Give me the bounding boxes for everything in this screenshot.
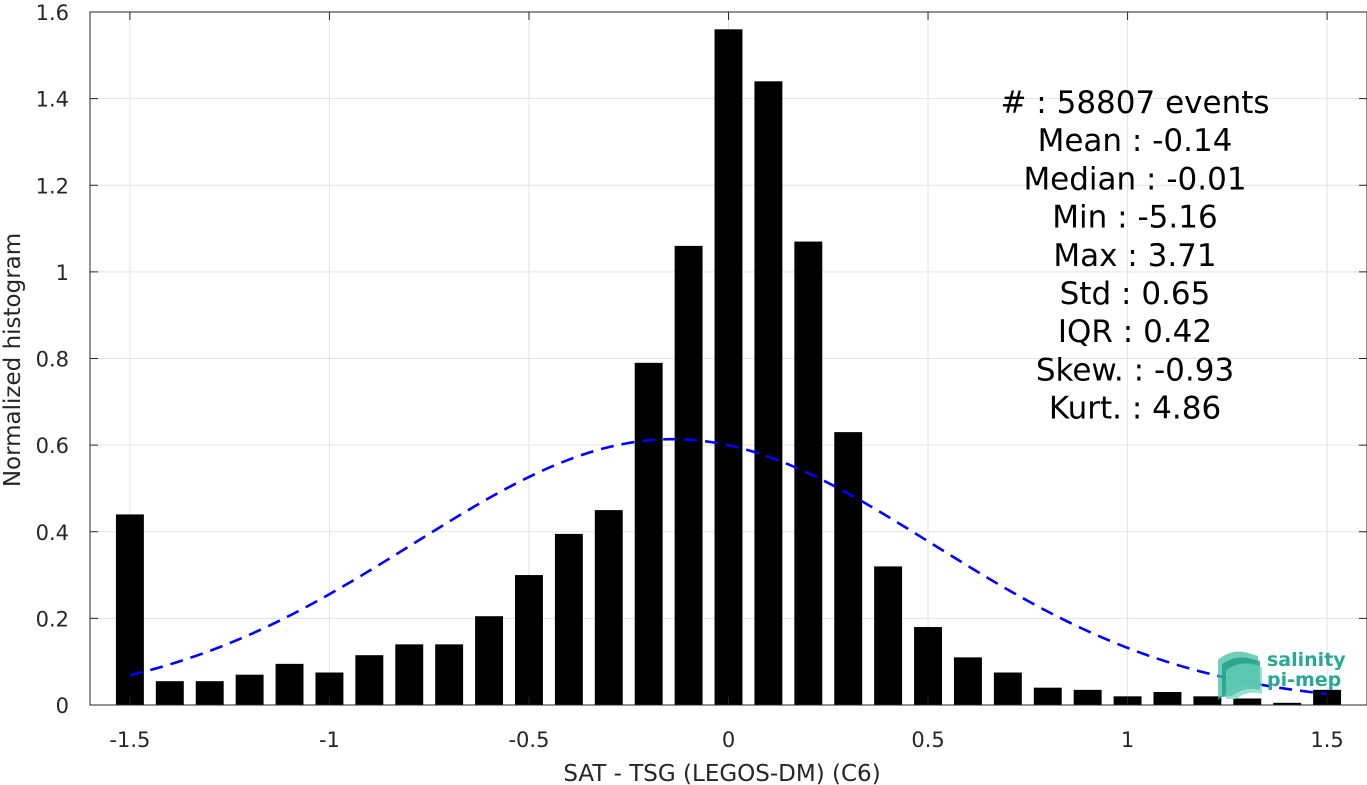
histogram-bar [834, 432, 863, 705]
y-tick-label: 0.6 [36, 434, 69, 458]
stat-label: Max : [1053, 238, 1147, 274]
y-tick-label: 1.2 [36, 174, 69, 198]
x-axis-label: SAT - TSG (LEGOS-DM) (C6) [563, 761, 880, 785]
x-tick-label: 0.5 [911, 728, 944, 752]
stat-label: IQR : [1058, 314, 1143, 350]
x-tick-labels: -1.5 -1 -0.5 0 0.5 1 1.5 [109, 728, 1343, 752]
logo-line-salinity: salinity [1267, 649, 1346, 671]
histogram-bar [115, 514, 144, 705]
x-tick-label: -1 [319, 728, 340, 752]
histogram-bar [993, 672, 1022, 705]
y-axis-label: Normalized histogram [0, 233, 26, 487]
stat-value: 4.86 [1152, 391, 1221, 427]
histogram-bar [235, 674, 264, 705]
y-tick-labels: 0 0.2 0.4 0.6 0.8 1 1.2 1.4 1.6 [36, 1, 69, 718]
histogram-bar [594, 510, 623, 705]
histogram-bar [195, 681, 224, 705]
histogram-bar [1193, 696, 1222, 705]
histogram-bar [1153, 692, 1182, 705]
y-tick-label: 0.8 [36, 348, 69, 372]
y-tick-label: 0.4 [36, 521, 69, 545]
histogram-bar [754, 81, 783, 706]
histogram-bar [634, 362, 663, 705]
histogram-bar [874, 566, 903, 705]
histogram-bar [275, 663, 304, 705]
stat-line: Skew. : -0.93 [1036, 352, 1234, 388]
stat-value: 0.65 [1141, 276, 1210, 312]
stat-label: Min : [1052, 200, 1137, 236]
histogram-bars [115, 29, 1342, 706]
histogram-bar [953, 657, 982, 705]
x-tick-label: 0 [722, 728, 735, 752]
y-tick-label: 0.2 [36, 607, 69, 631]
histogram-bar [355, 655, 384, 705]
stat-label: Kurt. : [1049, 391, 1152, 427]
stat-label: Median : [1023, 161, 1166, 197]
histogram-bar [155, 681, 184, 705]
x-tick-label: -0.5 [508, 728, 549, 752]
stat-label: Std : [1060, 276, 1142, 312]
stat-line: Std : 0.65 [1060, 276, 1211, 312]
y-tick-label: 1.4 [36, 88, 69, 112]
stat-line: Mean : -0.14 [1038, 123, 1233, 159]
stat-line: Median : -0.01 [1023, 161, 1246, 197]
stat-label: Mean : [1038, 123, 1153, 159]
wave-icon [1218, 651, 1262, 700]
histogram-bar [714, 29, 743, 705]
histogram-bar [1073, 689, 1102, 705]
histogram-bar [435, 644, 464, 705]
stat-line: Max : 3.71 [1053, 238, 1216, 274]
x-tick-label: -1.5 [109, 728, 150, 752]
salinity-pimep-logo: salinity pi-mep [1218, 649, 1346, 700]
histogram-bar [475, 616, 504, 705]
histogram-bar [395, 644, 424, 705]
histogram-bar [674, 245, 703, 705]
histogram-bar [515, 575, 543, 705]
stat-value: 3.71 [1148, 238, 1217, 274]
x-tick-label: 1 [1121, 728, 1134, 752]
y-tick-label: 1 [56, 261, 69, 285]
stat-value: -0.14 [1152, 123, 1232, 159]
histogram-bar [1033, 687, 1062, 705]
stat-line: IQR : 0.42 [1058, 314, 1212, 350]
y-tick-label: 0 [56, 694, 69, 718]
stat-value: 58807 events [1057, 85, 1270, 121]
histogram-bar [1233, 698, 1262, 705]
logo-line-pi-mep: pi-mep [1267, 669, 1341, 691]
stat-line: Min : -5.16 [1052, 200, 1217, 236]
stat-line: Kurt. : 4.86 [1049, 391, 1221, 427]
stat-label: # : [1000, 85, 1056, 121]
stat-value: -0.93 [1154, 352, 1234, 388]
histogram-bar [914, 627, 942, 705]
histogram-bar [1273, 702, 1302, 705]
stat-value: 0.42 [1143, 314, 1212, 350]
normal-fit-curve [129, 437, 1328, 696]
y-tick-label: 1.6 [36, 1, 69, 25]
stat-label: Skew. : [1036, 352, 1154, 388]
axis-ticks [90, 11, 1367, 706]
stat-value: -5.16 [1137, 200, 1217, 236]
x-tick-label: 1.5 [1310, 728, 1343, 752]
histogram-bar [554, 533, 583, 705]
stat-line: # : 58807 events [1000, 85, 1269, 121]
stat-value: -0.01 [1166, 161, 1246, 197]
